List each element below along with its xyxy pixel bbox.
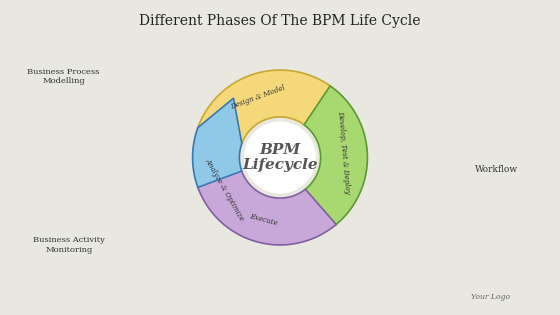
- Text: Lifecycle: Lifecycle: [242, 158, 318, 172]
- Text: Workflow: Workflow: [475, 165, 518, 175]
- Text: Design & Model: Design & Model: [230, 84, 287, 111]
- Text: BPM: BPM: [259, 143, 301, 157]
- Text: Different Phases Of The BPM Life Cycle: Different Phases Of The BPM Life Cycle: [139, 14, 421, 28]
- Text: Develop, Test & Deploy: Develop, Test & Deploy: [336, 110, 351, 194]
- Text: Business Activity
Monitoring: Business Activity Monitoring: [33, 236, 105, 254]
- Circle shape: [244, 122, 316, 193]
- Polygon shape: [198, 142, 336, 245]
- Text: Your Logo: Your Logo: [472, 293, 511, 301]
- Polygon shape: [193, 98, 242, 187]
- Polygon shape: [291, 86, 367, 232]
- Text: Business Process
Modelling: Business Process Modelling: [27, 68, 100, 85]
- Text: Execute: Execute: [249, 212, 278, 227]
- Text: Analyze & Optimize: Analyze & Optimize: [203, 157, 246, 222]
- Polygon shape: [198, 70, 349, 143]
